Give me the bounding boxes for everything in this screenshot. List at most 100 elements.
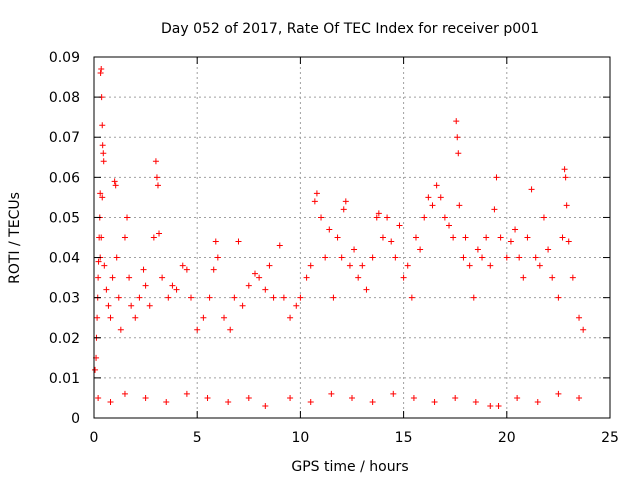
data-point bbox=[470, 294, 477, 301]
data-point bbox=[262, 286, 269, 293]
data-point bbox=[373, 214, 380, 221]
axis-ticks bbox=[93, 56, 611, 419]
data-point bbox=[92, 366, 99, 373]
data-point bbox=[561, 166, 568, 173]
data-point bbox=[287, 314, 294, 321]
data-point bbox=[169, 282, 176, 289]
data-point bbox=[266, 262, 273, 269]
data-point bbox=[425, 194, 432, 201]
plot-frame bbox=[93, 56, 611, 419]
data-point bbox=[516, 254, 523, 261]
data-point bbox=[128, 302, 135, 309]
data-point bbox=[417, 246, 424, 253]
x-axis-title: GPS time / hours bbox=[291, 459, 408, 475]
data-point bbox=[450, 234, 457, 241]
data-point bbox=[342, 198, 349, 205]
data-point bbox=[576, 394, 583, 401]
data-point bbox=[540, 214, 547, 221]
data-point bbox=[555, 294, 562, 301]
data-point bbox=[99, 142, 106, 149]
data-point bbox=[487, 262, 494, 269]
data-point bbox=[462, 234, 469, 241]
data-point bbox=[455, 150, 462, 157]
y-tick-label: 0 bbox=[71, 411, 80, 427]
data-point bbox=[239, 302, 246, 309]
data-point bbox=[322, 254, 329, 261]
data-point bbox=[528, 186, 535, 193]
data-point bbox=[262, 402, 269, 409]
data-point bbox=[150, 234, 157, 241]
data-point bbox=[392, 254, 399, 261]
data-point bbox=[307, 262, 314, 269]
y-tick-label: 0.08 bbox=[49, 90, 80, 106]
data-point bbox=[136, 294, 143, 301]
x-tick-label: 0 bbox=[90, 430, 99, 446]
data-point bbox=[328, 390, 335, 397]
data-point bbox=[410, 394, 417, 401]
data-point bbox=[433, 182, 440, 189]
data-point bbox=[404, 262, 411, 269]
data-point bbox=[256, 274, 263, 281]
data-point bbox=[153, 174, 160, 181]
data-point bbox=[126, 274, 133, 281]
data-point bbox=[318, 214, 325, 221]
data-point bbox=[159, 274, 166, 281]
data-point bbox=[536, 262, 543, 269]
data-point bbox=[559, 234, 566, 241]
data-point bbox=[100, 150, 107, 157]
data-point bbox=[359, 262, 366, 269]
data-point bbox=[200, 314, 207, 321]
data-point bbox=[495, 402, 502, 409]
data-point bbox=[396, 222, 403, 229]
data-point bbox=[109, 274, 116, 281]
data-point bbox=[326, 226, 333, 233]
data-point bbox=[384, 214, 391, 221]
data-point bbox=[400, 274, 407, 281]
data-point bbox=[363, 286, 370, 293]
data-point bbox=[121, 390, 128, 397]
data-point bbox=[231, 294, 238, 301]
data-point bbox=[105, 302, 112, 309]
data-point bbox=[408, 294, 415, 301]
data-point bbox=[388, 238, 395, 245]
data-point bbox=[532, 254, 539, 261]
data-point bbox=[545, 246, 552, 253]
data-point bbox=[454, 134, 461, 141]
data-point bbox=[311, 198, 318, 205]
data-point bbox=[206, 294, 213, 301]
data-point bbox=[514, 394, 521, 401]
x-tick-label: 25 bbox=[601, 430, 619, 446]
data-point bbox=[491, 206, 498, 213]
data-point bbox=[188, 294, 195, 301]
data-point bbox=[98, 66, 105, 73]
data-point bbox=[103, 286, 110, 293]
data-point bbox=[452, 394, 459, 401]
data-point bbox=[330, 294, 337, 301]
x-tick-label: 15 bbox=[395, 430, 413, 446]
data-point bbox=[142, 394, 149, 401]
data-point bbox=[276, 242, 283, 249]
data-point bbox=[179, 262, 186, 269]
data-point bbox=[227, 326, 234, 333]
data-point bbox=[111, 178, 118, 185]
grid bbox=[94, 57, 610, 418]
data-point bbox=[95, 258, 102, 265]
y-tick-label: 0.03 bbox=[49, 291, 80, 307]
data-point bbox=[97, 190, 104, 197]
data-point bbox=[497, 234, 504, 241]
chart-title: Day 052 of 2017, Rate Of TEC Index for r… bbox=[161, 21, 539, 37]
data-point bbox=[113, 254, 120, 261]
data-point bbox=[355, 274, 362, 281]
data-point bbox=[287, 394, 294, 401]
data-point bbox=[146, 302, 153, 309]
data-point bbox=[340, 206, 347, 213]
data-point bbox=[460, 254, 467, 261]
data-points bbox=[92, 66, 587, 409]
data-point bbox=[472, 398, 479, 405]
data-point bbox=[313, 190, 320, 197]
y-tick-label: 0.02 bbox=[49, 331, 80, 347]
data-point bbox=[580, 326, 587, 333]
data-point bbox=[235, 238, 242, 245]
data-point bbox=[98, 234, 105, 241]
data-point bbox=[555, 390, 562, 397]
